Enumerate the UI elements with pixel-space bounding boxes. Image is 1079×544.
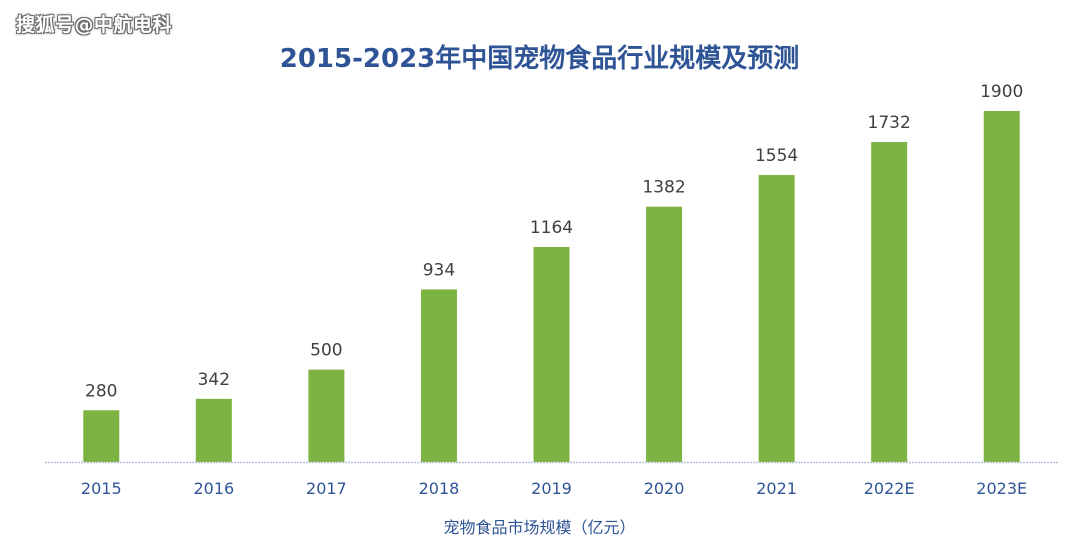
x-tick-label-2015: 2015 xyxy=(81,479,122,498)
x-tick-label-2021: 2021 xyxy=(756,479,797,498)
data-label-2019: 1164 xyxy=(530,218,573,238)
watermark: 搜狐号@中航电科 xyxy=(16,14,173,36)
x-tick-label-2016: 2016 xyxy=(193,479,234,498)
x-tick-label-2019: 2019 xyxy=(531,479,572,498)
x-tick-labels-layer: 2015 2016 2017 2018 2019 2020 2021 2022E 2023E xyxy=(81,479,1027,498)
bar-2023E xyxy=(983,111,1020,462)
bar-2021 xyxy=(758,174,795,462)
data-label-2023E: 1900 xyxy=(980,82,1023,102)
data-label-2020: 1382 xyxy=(642,178,685,198)
bar-2022E xyxy=(871,142,908,463)
x-tick-label-2018: 2018 xyxy=(419,479,460,498)
bar-2019 xyxy=(533,246,570,462)
bar-2015 xyxy=(83,410,120,462)
data-label-2021: 1554 xyxy=(755,146,798,166)
bar-2018 xyxy=(420,289,457,462)
x-tick-label-2023E: 2023E xyxy=(976,479,1027,498)
bar-2020 xyxy=(646,206,683,462)
data-label-2018: 934 xyxy=(423,260,455,280)
data-label-2017: 500 xyxy=(310,341,342,361)
bar-2016 xyxy=(195,398,232,462)
data-labels-layer: 280 342 500 934 1164 1382 1554 1732 1900 xyxy=(85,82,1023,401)
data-label-2022E: 1732 xyxy=(868,113,911,133)
x-tick-label-2017: 2017 xyxy=(306,479,347,498)
chart-title: 2015-2023年中国宠物食品行业规模及预测 xyxy=(279,44,800,74)
x-tick-label-2022E: 2022E xyxy=(864,479,915,498)
bar-2017 xyxy=(308,369,345,462)
x-tick-label-2020: 2020 xyxy=(644,479,685,498)
bars-layer xyxy=(83,111,1020,463)
x-axis-caption: 宠物食品市场规模（亿元） xyxy=(443,518,636,537)
data-label-2016: 342 xyxy=(198,370,230,390)
data-label-2015: 280 xyxy=(85,381,117,401)
